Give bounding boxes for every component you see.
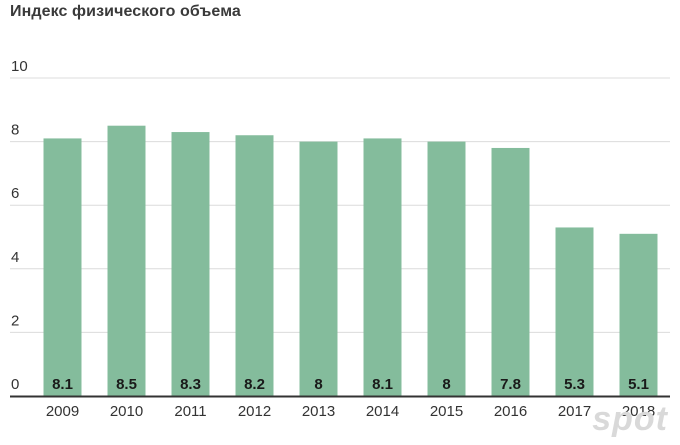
data-label: 8.2: [244, 376, 265, 393]
bar: [427, 141, 466, 396]
data-label: 8.1: [52, 376, 73, 393]
data-label: 5.1: [628, 376, 649, 393]
x-tick-label: 2011: [174, 403, 206, 420]
x-tick-label: 2014: [366, 403, 399, 420]
x-tick-label: 2010: [110, 403, 143, 420]
y-tick-label: 2: [11, 312, 19, 329]
x-tick-label: 2017: [558, 403, 591, 420]
x-tick-label: 2015: [430, 403, 463, 420]
x-tick-label: 2018: [622, 403, 655, 420]
data-label: 8: [314, 376, 322, 393]
data-label: 5.3: [564, 376, 585, 393]
bar: [363, 138, 402, 397]
y-tick-label: 4: [11, 249, 19, 266]
y-tick-label: 0: [11, 376, 19, 393]
bar: [555, 227, 594, 396]
x-tick-label: 2009: [46, 403, 79, 420]
data-label: 8.3: [180, 376, 201, 393]
data-label: 8: [442, 376, 450, 393]
x-tick-label: 2016: [494, 403, 527, 420]
watermark-logo: spot: [592, 400, 668, 438]
bar: [171, 132, 210, 396]
x-axis-ticks: 2009 2010 2011 2012 2013 2014 2015 2016 2017 2018: [46, 403, 655, 420]
data-label: 7.8: [500, 376, 521, 393]
bar: [43, 138, 82, 397]
bar: [235, 135, 274, 397]
bar: [619, 233, 658, 396]
bar: [299, 141, 338, 396]
y-tick-label: 8: [11, 122, 19, 139]
data-label: 8.1: [372, 376, 393, 393]
bar: [107, 125, 146, 396]
x-tick-label: 2012: [238, 403, 271, 420]
data-labels: 8.1 8.5 8.3 8.2 8 8.1 8 7.8 5.3 5.1: [52, 376, 649, 393]
chart-title: Индекс физического объема: [10, 3, 241, 20]
y-tick-label: 6: [11, 185, 19, 202]
y-axis-ticks: 0 2 4 6 8 10: [11, 58, 28, 393]
y-tick-label: 10: [11, 58, 28, 75]
x-tick-label: 2013: [302, 403, 335, 420]
bar: [491, 147, 530, 396]
bars: [43, 125, 658, 397]
data-label: 8.5: [116, 376, 137, 393]
